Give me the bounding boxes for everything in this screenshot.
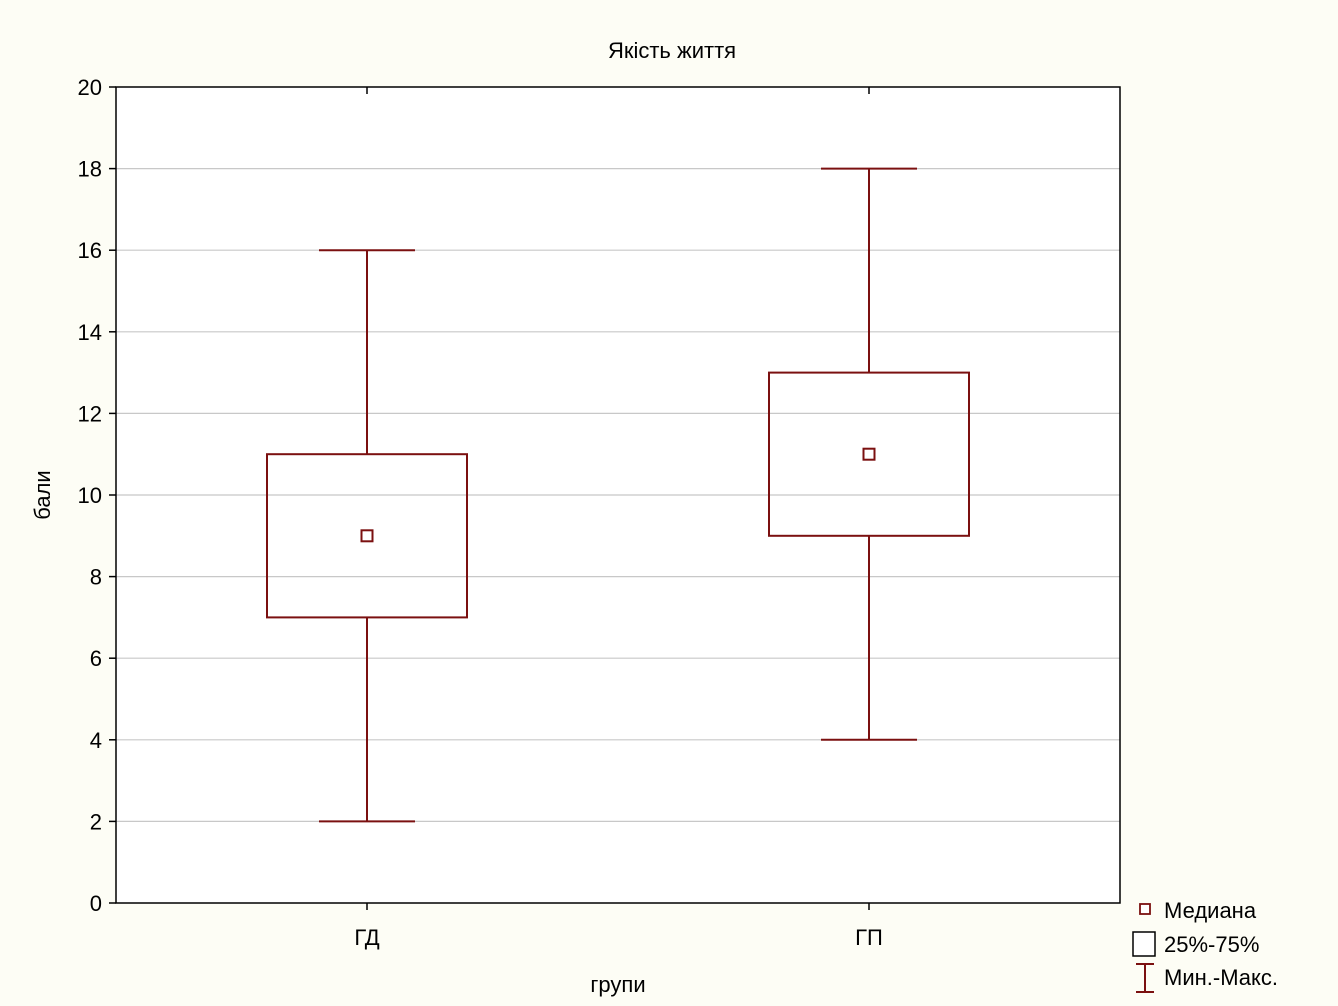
y-axis-ticks: 0 2 4 6 8 10 12 14 16 18 20 xyxy=(78,75,116,916)
box-series xyxy=(266,167,970,823)
chart-title: Якість життя xyxy=(608,38,736,63)
y-tick-label: 4 xyxy=(90,728,102,753)
median-marker xyxy=(862,447,876,461)
y-tick-label: 14 xyxy=(78,320,102,345)
legend-median-label: Медиана xyxy=(1164,898,1257,923)
y-tick-label: 18 xyxy=(78,157,102,182)
x-tick-label: ГД xyxy=(354,925,379,950)
legend-range-label: Мин.-Макс. xyxy=(1164,965,1278,990)
y-tick-label: 16 xyxy=(78,238,102,263)
box-2 xyxy=(768,167,970,741)
y-tick-label: 12 xyxy=(78,401,102,426)
legend: Медиана 25%-75% Мин.-Макс. xyxy=(1132,898,1278,993)
y-tick-label: 2 xyxy=(90,809,102,834)
y-tick-label: 10 xyxy=(78,483,102,508)
legend-whisker-icon xyxy=(1136,963,1154,993)
y-tick-label: 8 xyxy=(90,565,102,590)
y-axis-title: бали xyxy=(30,470,55,519)
x-axis-title: групи xyxy=(590,972,645,997)
plot-frame xyxy=(115,86,1121,904)
x-tick-label: ГП xyxy=(855,925,883,950)
quartile-box xyxy=(768,371,970,537)
x-axis-ticks: ГД ГП xyxy=(354,87,883,950)
box-1 xyxy=(266,249,468,823)
gridlines xyxy=(116,168,1120,823)
y-tick-label: 20 xyxy=(78,75,102,100)
quartile-box xyxy=(266,453,468,619)
legend-box-icon xyxy=(1132,931,1156,957)
y-tick-label: 0 xyxy=(90,891,102,916)
median-marker xyxy=(360,529,374,543)
legend-median-icon xyxy=(1139,903,1151,915)
legend-quartile-label: 25%-75% xyxy=(1164,932,1259,957)
y-tick-label: 6 xyxy=(90,646,102,671)
